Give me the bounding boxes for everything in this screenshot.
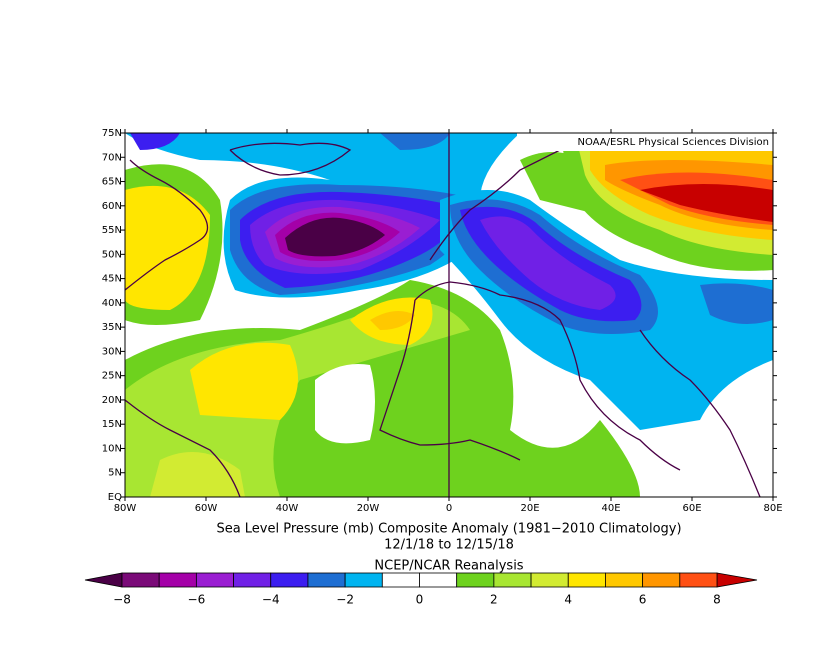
caption-dates: 12/1/18 to 12/15/18 — [384, 538, 514, 553]
colorbar-box — [456, 572, 495, 588]
colorbar: −8 −6 −4 −2 0 2 4 6 8 — [84, 572, 758, 607]
colorbar-box — [344, 572, 383, 588]
caption-source: NCEP/NCAR Reanalysis — [374, 559, 523, 574]
lat-label: 35N — [102, 322, 122, 333]
colorbar-label: 6 — [639, 593, 647, 607]
lat-label: 5N — [108, 468, 122, 479]
colorbar-box — [567, 572, 606, 588]
colorbar-box — [493, 572, 532, 588]
colorbar-box — [307, 572, 346, 588]
colorbar-box — [419, 572, 458, 588]
lat-label: EQ — [108, 492, 122, 503]
colorbar-box — [642, 572, 681, 588]
lon-label: 60E — [682, 503, 701, 514]
lat-label: 45N — [102, 274, 122, 285]
colorbar-box — [530, 572, 569, 588]
colorbar-box — [679, 572, 718, 588]
colorbar-box — [233, 572, 272, 588]
lon-label: 40W — [276, 503, 299, 514]
colorbar-label: −6 — [188, 593, 206, 607]
axes: 75N 70N 65N 60N 55N 50N 45N 40N 35N 30N 25N 20N 15N 1… — [102, 128, 783, 514]
lon-label: 20E — [520, 503, 539, 514]
lat-label: 65N — [102, 177, 122, 188]
lon-label: 0 — [446, 503, 452, 514]
caption-title: Sea Level Pressure (mb) Composite Anomal… — [216, 522, 681, 537]
lat-label: 55N — [102, 225, 122, 236]
colorbar-label: 4 — [564, 593, 572, 607]
credit: NOAA/ESRL Physical Sciences Division — [578, 137, 770, 148]
lon-label: 40E — [601, 503, 620, 514]
colorbar-label: −2 — [336, 593, 354, 607]
colorbar-label: −4 — [262, 593, 280, 607]
colorbar-under — [84, 572, 123, 588]
anomaly-field — [125, 133, 773, 497]
lat-label: 15N — [102, 419, 122, 430]
lat-label: 70N — [102, 152, 122, 163]
colorbar-box — [605, 572, 644, 588]
colorbar-label: 8 — [713, 593, 721, 607]
colorbar-over — [716, 572, 758, 588]
lat-label: 20N — [102, 395, 122, 406]
colorbar-box — [381, 572, 420, 588]
colorbar-label: −8 — [113, 593, 131, 607]
lon-label: 20W — [357, 503, 380, 514]
colorbar-label: 2 — [490, 593, 498, 607]
lat-label: 60N — [102, 201, 122, 212]
lon-label: 80E — [763, 503, 782, 514]
lat-label: 50N — [102, 249, 122, 260]
lat-label: 30N — [102, 346, 122, 357]
lon-label: 60W — [195, 503, 218, 514]
lat-label: 25N — [102, 371, 122, 382]
colorbar-box — [195, 572, 234, 588]
colorbar-box — [121, 572, 160, 588]
colorbar-box — [270, 572, 309, 588]
lat-label: 10N — [102, 443, 122, 454]
lon-label: 80W — [114, 503, 137, 514]
colorbar-label: 0 — [416, 593, 424, 607]
colorbar-box — [158, 572, 197, 588]
lat-label: 75N — [102, 128, 122, 139]
lat-label: 40N — [102, 298, 122, 309]
